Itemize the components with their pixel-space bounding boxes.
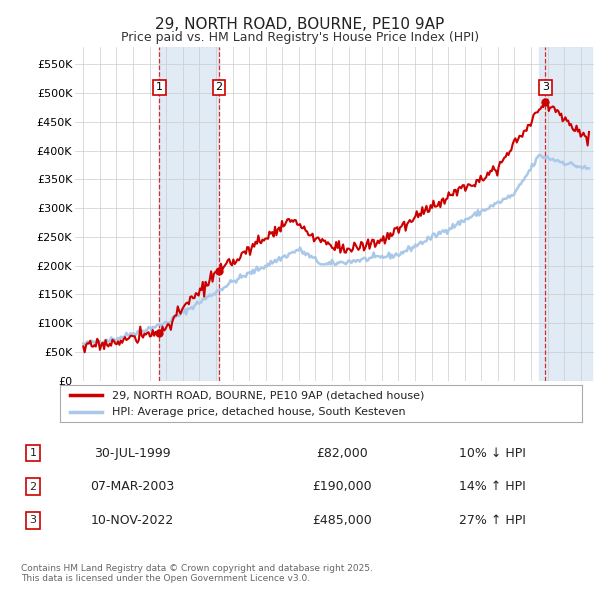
Text: Price paid vs. HM Land Registry's House Price Index (HPI): Price paid vs. HM Land Registry's House … bbox=[121, 31, 479, 44]
Text: 29, NORTH ROAD, BOURNE, PE10 9AP: 29, NORTH ROAD, BOURNE, PE10 9AP bbox=[155, 17, 445, 31]
Text: 2: 2 bbox=[215, 83, 223, 93]
Text: Contains HM Land Registry data © Crown copyright and database right 2025.
This d: Contains HM Land Registry data © Crown c… bbox=[21, 563, 373, 583]
Text: 07-MAR-2003: 07-MAR-2003 bbox=[90, 480, 174, 493]
Text: 1: 1 bbox=[29, 448, 37, 458]
Text: 29, NORTH ROAD, BOURNE, PE10 9AP (detached house): 29, NORTH ROAD, BOURNE, PE10 9AP (detach… bbox=[112, 390, 425, 400]
Text: 10-NOV-2022: 10-NOV-2022 bbox=[91, 514, 173, 527]
Text: £190,000: £190,000 bbox=[312, 480, 372, 493]
Text: 14% ↑ HPI: 14% ↑ HPI bbox=[458, 480, 526, 493]
Text: £485,000: £485,000 bbox=[312, 514, 372, 527]
Text: 30-JUL-1999: 30-JUL-1999 bbox=[94, 447, 170, 460]
Text: HPI: Average price, detached house, South Kesteven: HPI: Average price, detached house, Sout… bbox=[112, 407, 406, 417]
Bar bbox=[539, 47, 592, 381]
Text: 10% ↓ HPI: 10% ↓ HPI bbox=[458, 447, 526, 460]
Text: 2: 2 bbox=[29, 482, 37, 491]
Bar bbox=[159, 47, 219, 381]
Text: 27% ↑ HPI: 27% ↑ HPI bbox=[458, 514, 526, 527]
Text: 3: 3 bbox=[542, 83, 549, 93]
Text: £82,000: £82,000 bbox=[316, 447, 368, 460]
Text: 3: 3 bbox=[29, 516, 37, 525]
Text: 1: 1 bbox=[156, 83, 163, 93]
